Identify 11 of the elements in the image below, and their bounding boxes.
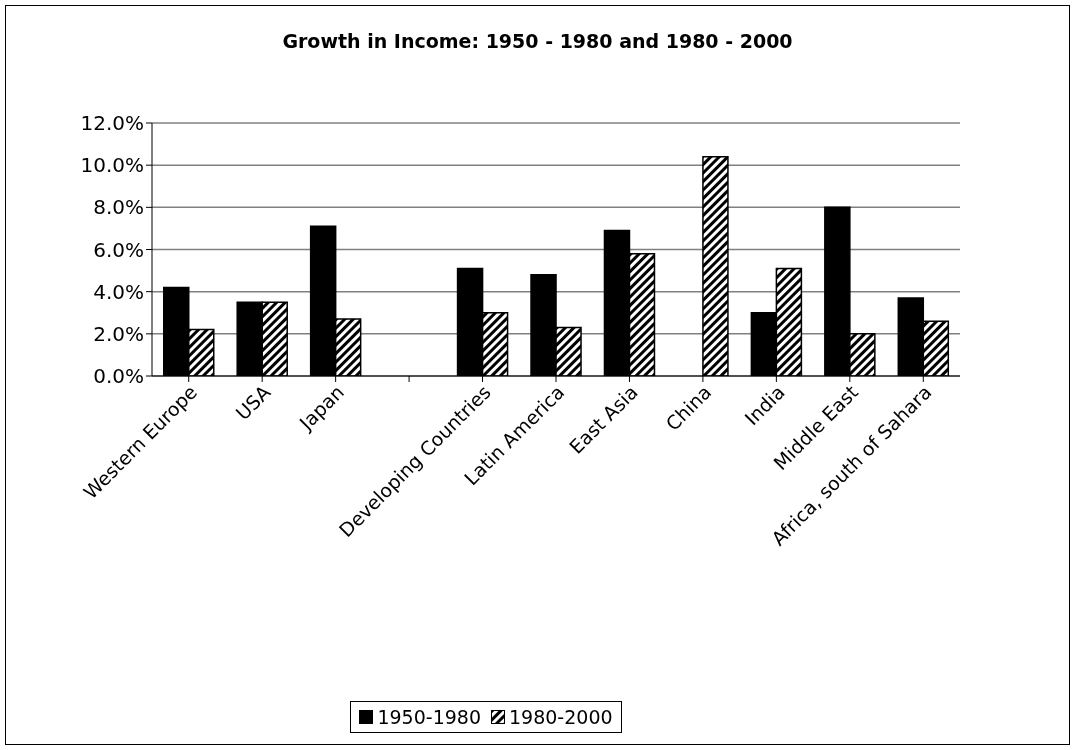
y-tick-label: 4.0% bbox=[93, 279, 144, 304]
y-tick-label: 10.0% bbox=[80, 153, 144, 178]
legend-label: 1950-1980 bbox=[377, 706, 481, 728]
y-tick-label: 0.0% bbox=[93, 364, 144, 389]
y-tick-label: 8.0% bbox=[93, 195, 144, 220]
y-tick-label: 6.0% bbox=[93, 237, 144, 262]
chart-title: Growth in Income: 1950 - 1980 and 1980 - 2000 bbox=[281, 30, 794, 52]
x-tick-label: USA bbox=[231, 380, 275, 425]
y-tick-label: 2.0% bbox=[93, 321, 144, 346]
legend-label: 1980-2000 bbox=[509, 706, 613, 728]
y-tick-label: 12.0% bbox=[80, 111, 144, 136]
